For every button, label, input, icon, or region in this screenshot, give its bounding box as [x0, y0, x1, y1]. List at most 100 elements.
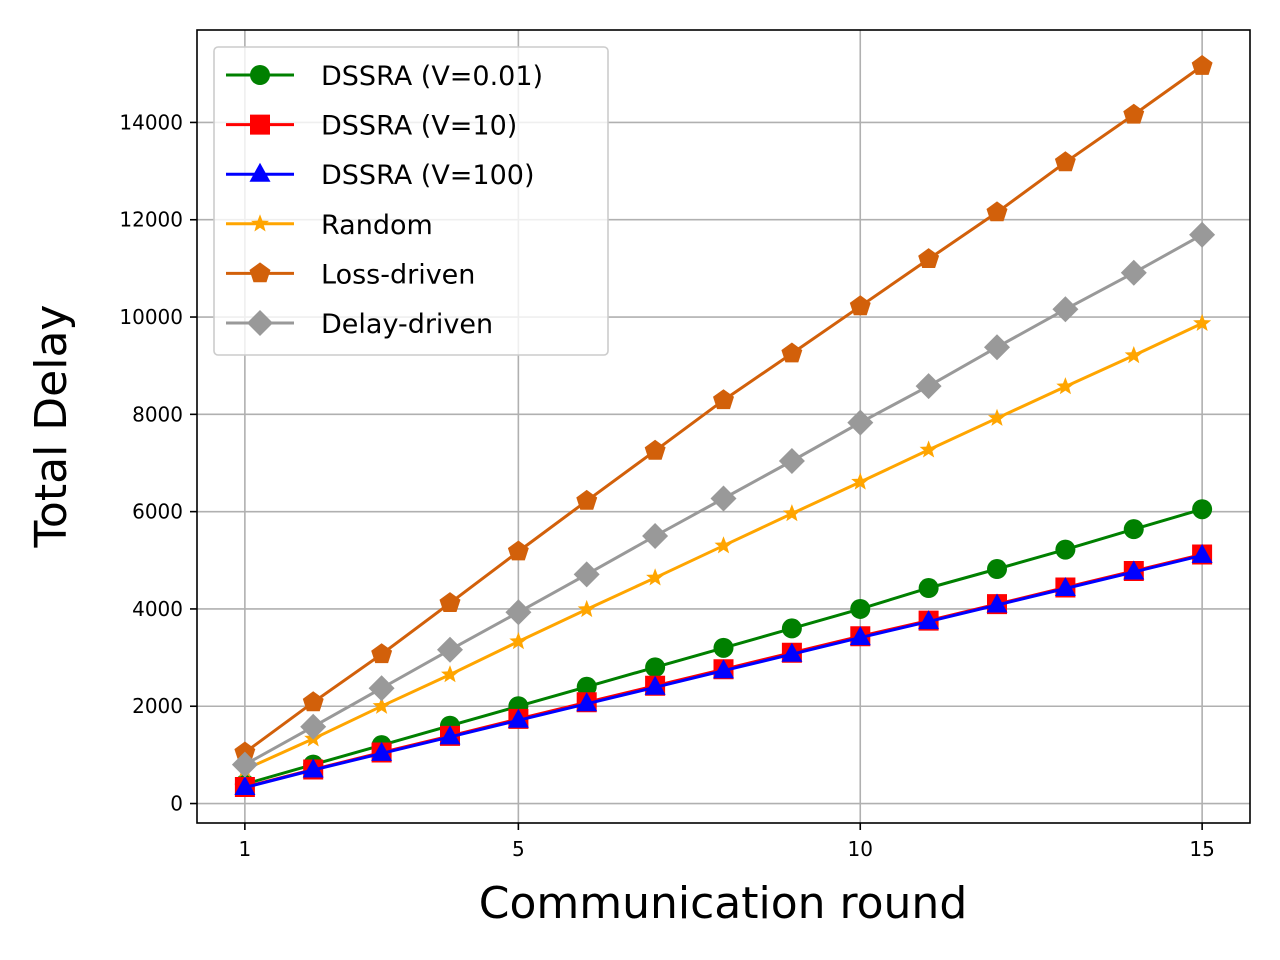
data-point-loss-driven [1191, 55, 1213, 75]
data-point-delay-driven [915, 373, 942, 400]
x-tick-label: 1 [238, 837, 251, 861]
x-axis-label: Communication round [479, 878, 968, 929]
data-point-random [919, 440, 938, 458]
legend-marker-dssra-v-10 [250, 114, 270, 135]
data-point-dssra-v-100 [849, 626, 871, 646]
data-point-dssra-v-0-01 [781, 618, 802, 639]
legend-label-random: Random [321, 210, 433, 241]
data-point-dssra-v-100 [371, 741, 393, 761]
data-point-delay-driven [847, 409, 874, 436]
y-tick-label: 14000 [119, 110, 183, 134]
data-point-delay-driven [231, 751, 258, 778]
y-tick-label: 10000 [119, 305, 183, 329]
data-point-random [1193, 313, 1212, 331]
legend-label-dssra-v-100: DSSRA (V=100) [321, 160, 534, 191]
x-tick-label: 10 [848, 837, 873, 861]
data-point-dssra-v-100 [439, 725, 461, 745]
data-point-dssra-v-0-01 [987, 559, 1008, 580]
data-point-delay-driven [1052, 296, 1079, 323]
legend-marker-loss-driven [249, 262, 271, 283]
data-point-dssra-v-100 [1054, 577, 1076, 596]
data-point-dssra-v-0-01 [1192, 499, 1213, 520]
y-axis-label: Total Delay [26, 305, 77, 549]
data-point-loss-driven [1054, 151, 1076, 172]
data-point-loss-driven [713, 389, 734, 410]
y-tick-label: 6000 [132, 500, 183, 524]
data-point-random [714, 536, 733, 554]
y-tick-label: 12000 [119, 208, 183, 232]
data-point-dssra-v-100 [576, 692, 598, 712]
legend: DSSRA (V=0.01) DSSRA (V=10) DSSRA (V=100) R… [213, 46, 609, 356]
data-point-loss-driven [1123, 103, 1145, 124]
data-point-dssra-v-100 [507, 708, 529, 728]
data-point-delay-driven [437, 636, 463, 663]
data-point-dssra-v-0-01 [918, 578, 939, 599]
data-point-dssra-v-0-01 [576, 676, 597, 697]
data-point-loss-driven [234, 741, 256, 762]
data-point-random [646, 568, 665, 586]
data-point-loss-driven [918, 248, 940, 268]
legend-label-dssra-v-0-01: DSSRA (V=0.01) [321, 61, 543, 92]
data-point-delay-driven [778, 448, 805, 474]
data-point-dssra-v-100 [234, 776, 256, 795]
data-point-dssra-v-100 [644, 675, 666, 695]
data-point-loss-driven [576, 489, 598, 510]
legend-marker-dssra-v-0-01 [250, 65, 270, 85]
data-point-dssra-v-100 [1191, 543, 1213, 563]
data-point-dssra-v-0-01 [1123, 519, 1144, 540]
data-point-random [1124, 346, 1143, 364]
data-point-dssra-v-100 [918, 610, 940, 630]
legend-marker-delay-driven [247, 310, 273, 336]
data-point-dssra-v-0-01 [645, 657, 666, 678]
data-point-dssra-v-100 [713, 659, 734, 679]
data-point-random [1056, 377, 1075, 395]
data-point-dssra-v-0-01 [713, 637, 734, 658]
data-point-random [372, 696, 391, 714]
data-point-loss-driven [849, 295, 871, 316]
y-tick-label: 0 [170, 792, 183, 816]
data-point-delay-driven [505, 599, 532, 626]
data-point-loss-driven [439, 592, 461, 612]
data-point-delay-driven [300, 713, 327, 740]
data-point-delay-driven [1120, 259, 1147, 286]
y-tick-label: 4000 [132, 597, 183, 621]
data-point-loss-driven [302, 691, 324, 712]
legend-label-delay-driven: Delay-driven [321, 309, 493, 340]
x-tick-label: 5 [512, 837, 525, 861]
legend-marker-random [251, 214, 269, 232]
data-point-delay-driven [368, 675, 395, 702]
series-layer [231, 55, 1216, 797]
data-point-dssra-v-0-01 [1055, 539, 1076, 560]
data-point-random [851, 472, 870, 490]
legend-label-loss-driven: Loss-driven [321, 259, 475, 290]
data-point-loss-driven [644, 439, 666, 460]
data-point-loss-driven [986, 201, 1008, 222]
data-point-delay-driven [1189, 221, 1216, 248]
y-tick-label: 8000 [132, 402, 183, 426]
data-point-delay-driven [984, 334, 1010, 361]
plot-frame [196, 29, 1251, 824]
data-point-delay-driven [573, 561, 600, 588]
data-point-dssra-v-100 [781, 642, 803, 662]
legend-marker-dssra-v-100 [249, 162, 271, 182]
data-point-random [441, 665, 459, 683]
data-point-dssra-v-0-01 [850, 598, 871, 619]
data-point-random [988, 408, 1006, 426]
data-point-dssra-v-100 [1123, 560, 1145, 580]
data-point-random [577, 599, 596, 618]
data-point-delay-driven [710, 485, 737, 512]
data-point-loss-driven [371, 643, 393, 664]
data-point-dssra-v-100 [302, 758, 324, 778]
legend-box [213, 46, 609, 356]
data-point-loss-driven [507, 540, 529, 561]
y-tick-label: 2000 [132, 694, 183, 718]
data-point-loss-driven [781, 342, 803, 363]
data-point-delay-driven [642, 523, 669, 549]
data-point-dssra-v-100 [986, 593, 1008, 613]
legend-label-dssra-v-10: DSSRA (V=10) [321, 111, 517, 142]
data-point-random [782, 504, 801, 522]
data-point-random [509, 632, 528, 650]
